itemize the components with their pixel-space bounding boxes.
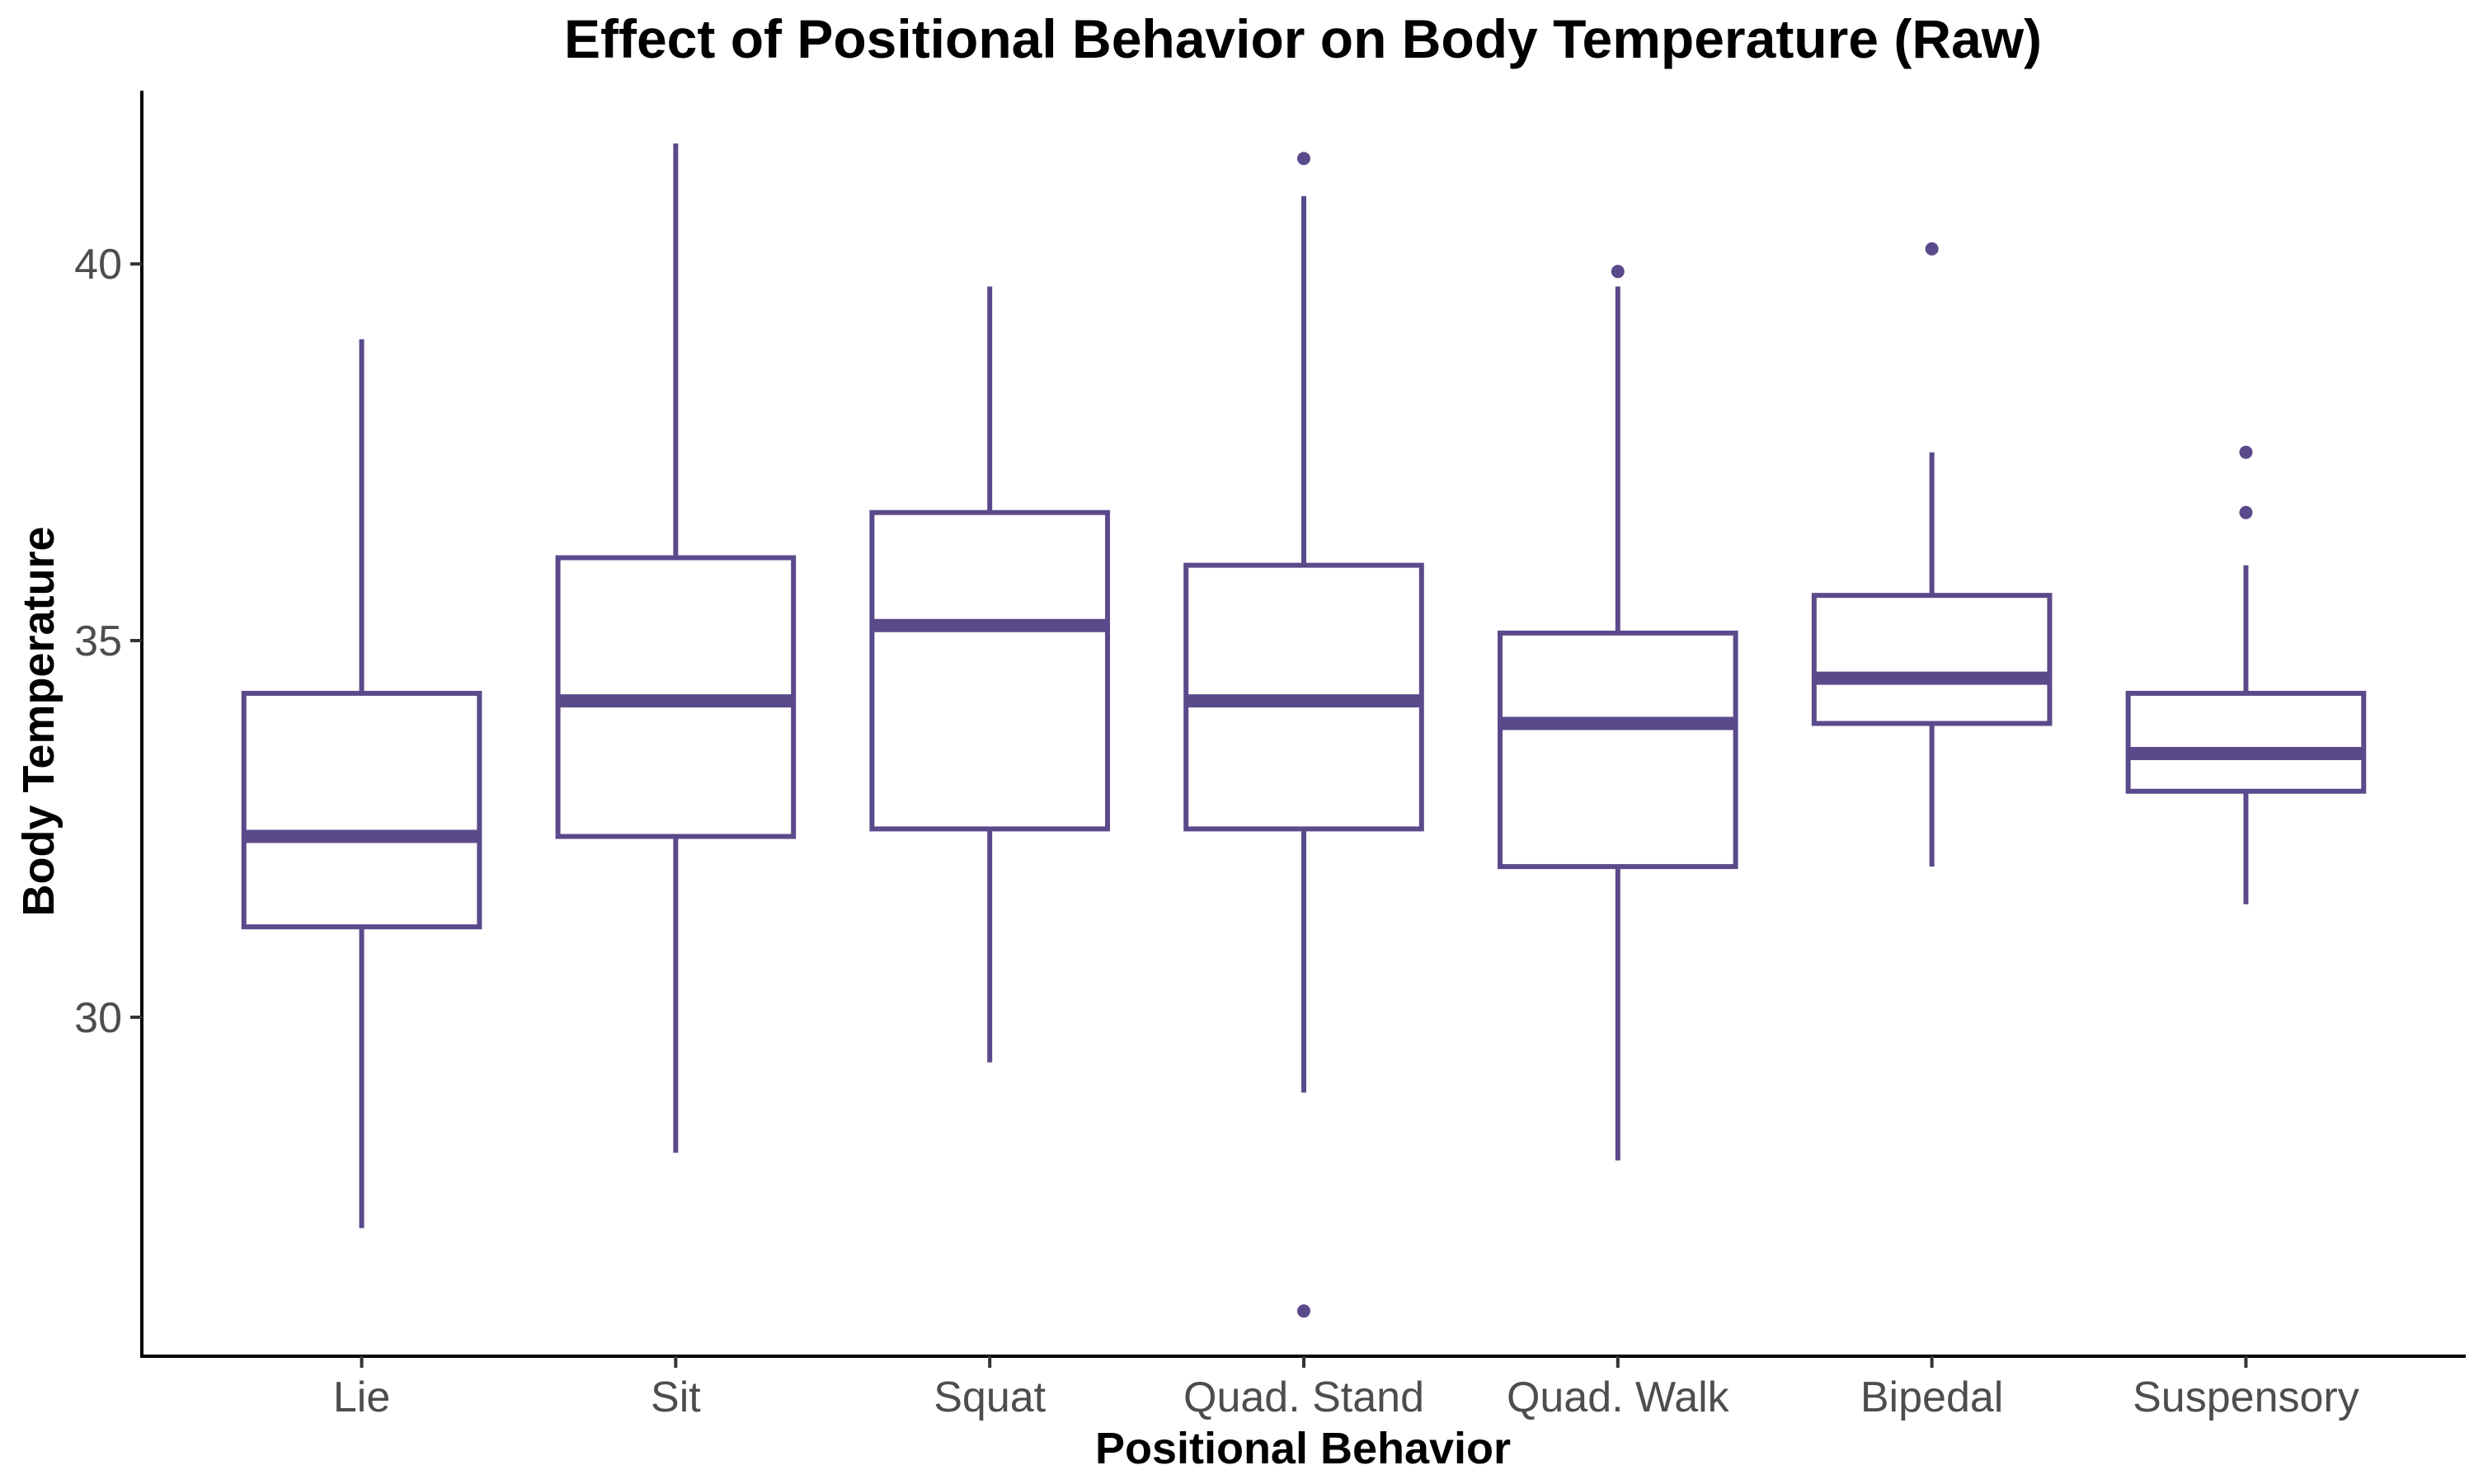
y-tick-label: 40 [74,241,122,289]
iqr-box [241,690,482,930]
outlier-point [1925,242,1939,256]
box-lie: Lie [241,339,482,1421]
iqr-box [869,510,1110,832]
x-tick-label: Suspensory [2133,1374,2359,1421]
chart-title: Effect of Positional Behavior on Body Te… [564,8,2042,69]
x-tick-label: Lie [333,1374,390,1421]
box-quad-stand: Quad. Stand [1183,152,1424,1421]
x-tick-label: Squat [934,1374,1046,1421]
outlier-point [2239,445,2253,459]
x-tick-label: Quad. Stand [1183,1374,1424,1421]
x-tick-label: Sit [651,1374,701,1421]
box-bipedal: Bipedal [1811,242,2053,1421]
plot-area: 30 35 40 Lie Sit Squat Quad. Stand Quad. Walk Bi… [74,143,2367,1421]
outlier-point [1297,1304,1310,1318]
box-sit: Sit [555,143,797,1421]
iqr-box [2125,690,2367,794]
outlier-point [1297,152,1310,166]
y-axis-title: Body Temperature [14,526,63,916]
box-squat: Squat [869,286,1110,1421]
x-tick-label: Bipedal [1860,1374,2003,1421]
y-tick-label: 35 [74,618,122,665]
box-suspensory: Suspensory [2125,445,2367,1421]
x-tick-label: Quad. Walk [1507,1374,1730,1421]
x-axis-title: Positional Behavior [1095,1424,1511,1473]
outlier-point [1611,265,1625,279]
outlier-point [2239,505,2253,519]
box-quad-walk: Quad. Walk [1498,265,1738,1421]
iqr-box [1498,630,1738,870]
y-tick-label: 30 [74,994,122,1042]
iqr-box [1811,593,2053,726]
